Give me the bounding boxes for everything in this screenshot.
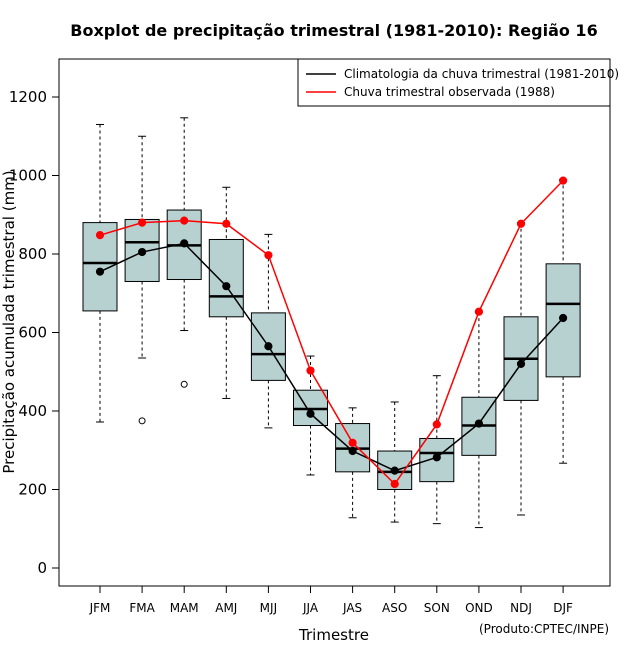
series-lines (95, 176, 568, 489)
legend-label-observed: Chuva trimestral observada (1988) (344, 85, 555, 99)
x-tick-label-jas: JAS (342, 601, 362, 615)
series-observed (95, 176, 568, 489)
box-iqr (208, 238, 244, 318)
series-point-aso (390, 479, 399, 489)
y-tick-label: 600 (18, 324, 47, 342)
x-tick-label-amj: AMJ (215, 601, 237, 615)
x-tick-label-aso: ASO (382, 601, 407, 615)
box-fma (124, 135, 160, 425)
series-point-djf (559, 176, 568, 185)
outlier-point (138, 417, 146, 425)
x-tick-label-son: SON (424, 601, 450, 615)
series-line (99, 180, 564, 486)
series-point-fma (138, 247, 147, 257)
series-point-jas (348, 438, 357, 447)
y-axis: 0 200 400 600 800 1000 1200 (9, 88, 59, 577)
series-point-djf (559, 313, 568, 323)
box-amj (208, 186, 244, 399)
box-ndj (503, 222, 539, 516)
box-mjj (250, 233, 286, 429)
series-point-jfm (95, 231, 105, 240)
series-point-jas (348, 446, 357, 456)
x-axis: JFM FMA MAM AMJ MJJ JJA JAS ASO SON OND NDJ DJF (89, 586, 573, 615)
legend: Climatologia da chuva trimestral (1981-2… (297, 58, 619, 107)
boxes (82, 117, 581, 529)
series-point-jja (306, 409, 315, 418)
series-point-son (432, 420, 441, 429)
y-tick-label: 800 (18, 245, 47, 263)
series-point-jfm (95, 267, 105, 276)
series-point-ond (474, 419, 483, 428)
y-tick-label: 1000 (9, 167, 47, 185)
y-tick-label: 0 (37, 559, 47, 577)
series-point-mjj (264, 342, 273, 351)
series-line (99, 242, 564, 472)
product-credit: (Produto:CPTEC/INPE) (479, 622, 609, 636)
series-climatology (95, 239, 568, 475)
series-point-ond (474, 307, 483, 316)
y-tick-label: 200 (18, 481, 47, 499)
legend-label-climatology: Climatologia da chuva trimestral (1981-2… (344, 67, 619, 81)
y-tick-label: 1200 (9, 88, 47, 106)
series-point-son (432, 453, 441, 462)
x-tick-label-ond: OND (465, 601, 493, 615)
series-point-aso (390, 466, 399, 475)
x-tick-label-ndj: NDJ (510, 601, 532, 615)
series-point-mam (180, 216, 189, 225)
y-axis-label: Precipitação acumulada trimestral (mm) (0, 170, 18, 473)
x-tick-label-fma: FMA (129, 601, 155, 615)
outlier-point (180, 380, 188, 388)
box-jas (335, 407, 371, 519)
x-tick-label-mam: MAM (170, 601, 199, 615)
series-point-amj (222, 282, 231, 291)
series-point-mjj (264, 251, 273, 260)
series-point-fma (138, 218, 147, 227)
series-point-jja (306, 366, 315, 375)
series-point-mam (180, 239, 189, 248)
box-aso (377, 401, 413, 523)
x-axis-label: Trimestre (298, 626, 369, 644)
box-mam (166, 117, 202, 388)
series-point-amj (222, 219, 231, 228)
legend-box (297, 58, 611, 107)
x-tick-label-djf: DJF (553, 601, 573, 615)
box-son (419, 375, 455, 525)
series-point-ndj (516, 359, 526, 368)
x-tick-label-mjj: MJJ (260, 601, 277, 615)
series-point-ndj (516, 219, 526, 228)
x-tick-label-jja: JJA (302, 601, 319, 615)
chart-title: Boxplot de precipitação trimestral (1981… (70, 21, 597, 40)
x-tick-label-jfm: JFM (89, 601, 111, 615)
y-tick-label: 400 (18, 402, 47, 420)
